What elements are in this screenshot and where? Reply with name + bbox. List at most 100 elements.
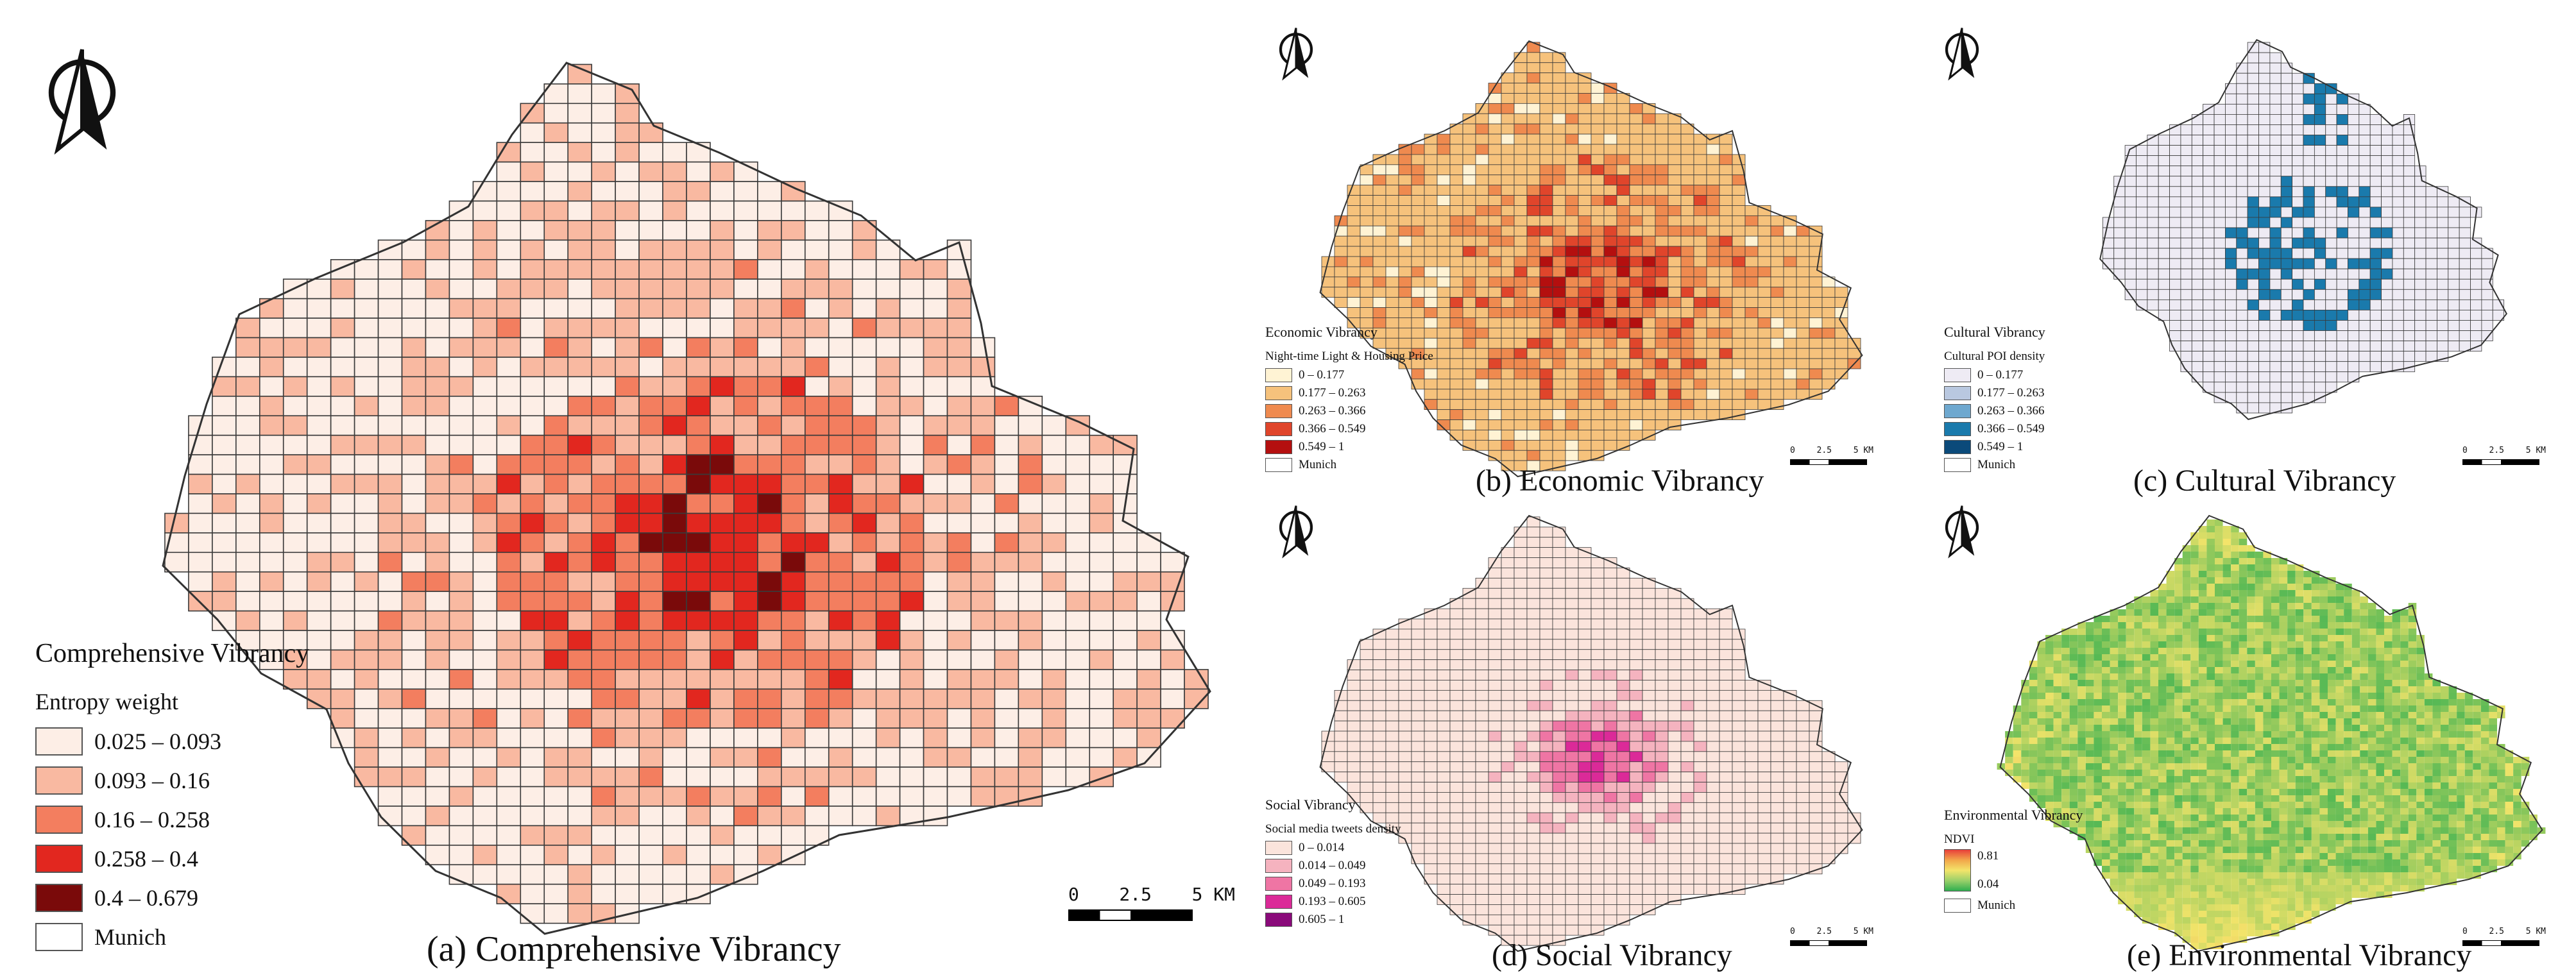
- ndvi-cell: [2118, 609, 2126, 616]
- ndvi-cell: [2344, 629, 2352, 635]
- grid-cell: [615, 571, 640, 592]
- grid-cell: [1655, 680, 1669, 691]
- grid-cell: [1089, 591, 1114, 612]
- grid-cell: [2292, 217, 2304, 228]
- grid-cell: [235, 473, 260, 494]
- grid-cell: [1809, 378, 1823, 390]
- ndvi-cell: [2222, 539, 2231, 545]
- grid-cell: [2470, 268, 2482, 280]
- grid-cell: [1552, 608, 1566, 620]
- map-economic[interactable]: [1309, 32, 1873, 481]
- grid-cell: [520, 883, 545, 904]
- grid-cell: [1398, 195, 1412, 206]
- grid-cell: [1693, 670, 1707, 680]
- grid-cell: [804, 493, 830, 514]
- grid-cell: [1501, 832, 1515, 844]
- grid-cell: [1642, 587, 1656, 599]
- grid-cell: [875, 512, 901, 534]
- grid-cell: [804, 707, 830, 729]
- grid-cell: [1616, 133, 1630, 145]
- grid-cell: [1629, 731, 1643, 742]
- grid-cell: [1539, 72, 1553, 83]
- grid-cell: [1462, 205, 1476, 216]
- grid-cell: [2437, 268, 2449, 280]
- grid-cell: [1591, 792, 1605, 803]
- ndvi-cell: [2150, 641, 2158, 648]
- grid-cell: [923, 669, 948, 690]
- grid-cell: [1398, 649, 1412, 661]
- grid-cell: [875, 376, 901, 397]
- grid-cell: [354, 396, 379, 417]
- grid-cell: [1603, 720, 1617, 732]
- ndvi-cell: [2295, 641, 2304, 648]
- grid-cell: [781, 552, 806, 573]
- grid-cell: [1526, 409, 1540, 420]
- grid-cell: [1437, 670, 1451, 680]
- grid-cell: [2358, 165, 2371, 177]
- ndvi-cell: [2174, 661, 2183, 667]
- grid-cell: [1372, 680, 1386, 691]
- grid-cell: [472, 357, 498, 378]
- grid-cell: [1501, 772, 1515, 782]
- ndvi-cell: [2166, 577, 2175, 584]
- grid-cell: [2180, 124, 2192, 135]
- grid-cell: [1732, 205, 1746, 216]
- grid-cell: [1501, 587, 1515, 599]
- grid-cell: [212, 591, 237, 612]
- grid-cell: [259, 532, 284, 553]
- grid-cell: [710, 786, 735, 807]
- ndvi-cell: [2045, 661, 2054, 667]
- grid-cell: [330, 532, 355, 553]
- grid-cell: [1411, 822, 1425, 834]
- grid-cell: [1603, 792, 1617, 803]
- grid-cell: [1449, 358, 1463, 369]
- grid-cell: [2258, 52, 2271, 63]
- ndvi-cell: [2311, 590, 2320, 596]
- grid-cell: [1488, 792, 1502, 803]
- grid-cell: [1629, 904, 1643, 915]
- legend-label: 0 – 0.177: [1299, 368, 1345, 382]
- map-social[interactable]: [1309, 507, 1873, 956]
- grid-cell: [1565, 894, 1579, 905]
- grid-cell: [2269, 196, 2282, 208]
- grid-cell: [686, 415, 711, 436]
- grid-cell: [638, 200, 663, 221]
- map-environmental[interactable]: [1989, 507, 2554, 956]
- ndvi-cell: [2344, 635, 2352, 641]
- grid-cell: [1552, 884, 1566, 895]
- grid-cell: [1796, 761, 1810, 773]
- grid-cell: [1732, 368, 1746, 380]
- grid-cell: [638, 357, 663, 378]
- grid-cell: [1360, 670, 1374, 680]
- ndvi-cell: [2174, 590, 2183, 596]
- grid-cell: [567, 630, 592, 651]
- grid-cell: [923, 571, 948, 592]
- grid-cell: [1041, 434, 1067, 455]
- grid-cell: [1398, 700, 1412, 711]
- grid-cell: [1655, 853, 1669, 865]
- grid-cell: [1719, 317, 1733, 328]
- grid-cell: [1552, 741, 1566, 752]
- map-cultural[interactable]: [2092, 32, 2515, 423]
- legend-label: 0 – 0.014: [1299, 841, 1345, 854]
- ndvi-cell: [2182, 552, 2191, 558]
- grid-cell: [2258, 196, 2271, 208]
- grid-cell: [1732, 832, 1746, 844]
- grid-cell: [2225, 278, 2237, 290]
- map-comprehensive[interactable]: [141, 45, 1232, 943]
- grid-cell: [638, 610, 663, 631]
- grid-cell: [520, 493, 545, 514]
- grid-cell: [1655, 710, 1669, 722]
- grid-cell: [1565, 378, 1579, 390]
- grid-cell: [591, 806, 616, 827]
- grid-cell: [1655, 772, 1669, 782]
- ndvi-cell: [2206, 641, 2215, 648]
- grid-cell: [2169, 217, 2181, 228]
- grid-cell: [2358, 207, 2371, 218]
- grid-cell: [1757, 822, 1771, 834]
- grid-cell: [1437, 185, 1451, 196]
- grid-cell: [1411, 307, 1425, 318]
- ndvi-cell: [2271, 564, 2280, 571]
- grid-cell: [1616, 741, 1630, 752]
- ndvi-cell: [2158, 616, 2167, 622]
